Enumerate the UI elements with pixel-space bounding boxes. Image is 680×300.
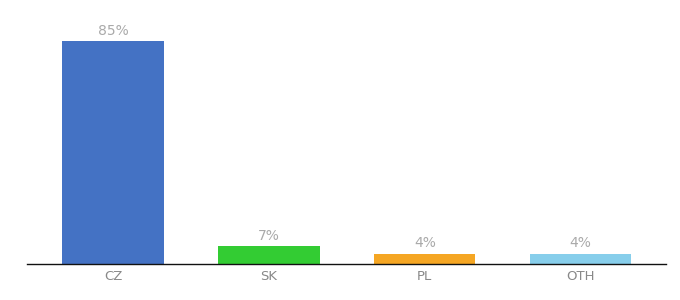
Text: 85%: 85%: [97, 24, 129, 38]
Bar: [530, 254, 631, 264]
Text: 4%: 4%: [414, 236, 436, 250]
Bar: [374, 254, 475, 264]
Bar: [63, 41, 164, 264]
Text: 4%: 4%: [570, 236, 592, 250]
Bar: [218, 246, 320, 264]
Text: 7%: 7%: [258, 229, 279, 242]
